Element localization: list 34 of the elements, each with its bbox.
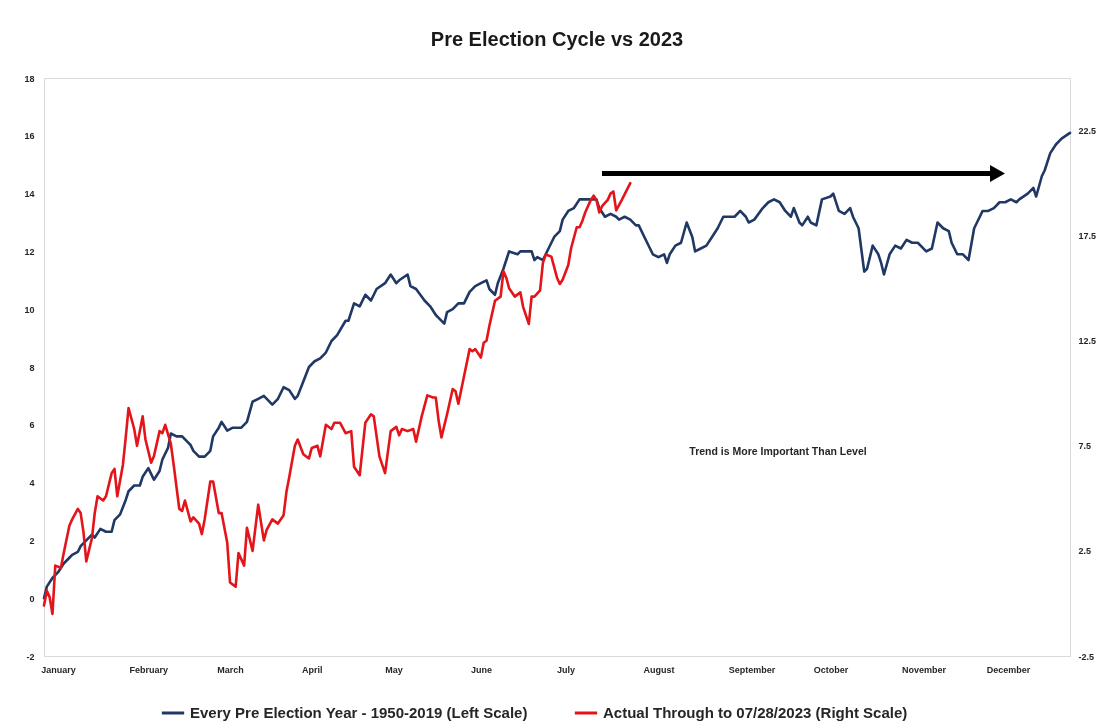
x-tick-label: May — [385, 664, 403, 675]
x-tick-label: January — [41, 664, 76, 675]
y2-tick-label: 7.5 — [1078, 441, 1092, 452]
y2-tick-label: 2.5 — [1078, 546, 1092, 557]
x-tick-label: December — [986, 664, 1031, 675]
y-tick-label: 0 — [29, 593, 35, 604]
x-tick-label: February — [129, 664, 169, 675]
legend-label: Every Pre Election Year - 1950-2019 (Left Scale) — [190, 704, 528, 721]
x-tick-label: August — [643, 664, 675, 675]
legend-label: Actual Through to 07/28/2023 (Right Scale) — [603, 704, 908, 721]
y-tick-label: 14 — [24, 189, 35, 200]
chart-title: Pre Election Cycle vs 2023 — [430, 28, 684, 50]
y-tick-label: 4 — [29, 478, 35, 489]
y-tick-label: 10 — [24, 304, 35, 315]
y-tick-label: 16 — [24, 131, 35, 142]
y-tick-label: 12 — [24, 246, 35, 257]
y-tick-label: 2 — [29, 535, 35, 546]
annotation: Trend is More Important Than Level — [689, 444, 867, 457]
x-tick-label: October — [813, 664, 849, 675]
x-tick-label: March — [217, 664, 244, 675]
y-tick-label: 18 — [24, 73, 35, 84]
y-tick-label: 6 — [29, 420, 35, 431]
y2-tick-label: 17.5 — [1078, 231, 1097, 242]
y-tick-label: -2 — [26, 651, 35, 662]
x-tick-label: November — [901, 664, 947, 675]
line-series — [42, 181, 632, 616]
x-tick-label: June — [470, 664, 492, 675]
x-tick-label: April — [302, 664, 323, 675]
y2-tick-label: -2.5 — [1078, 651, 1095, 662]
y-tick-label: 8 — [29, 362, 35, 373]
y2-tick-label: 12.5 — [1078, 336, 1097, 347]
y2-tick-label: 22.5 — [1078, 126, 1097, 137]
x-tick-label: September — [728, 664, 776, 675]
x-tick-label: July — [556, 664, 575, 675]
